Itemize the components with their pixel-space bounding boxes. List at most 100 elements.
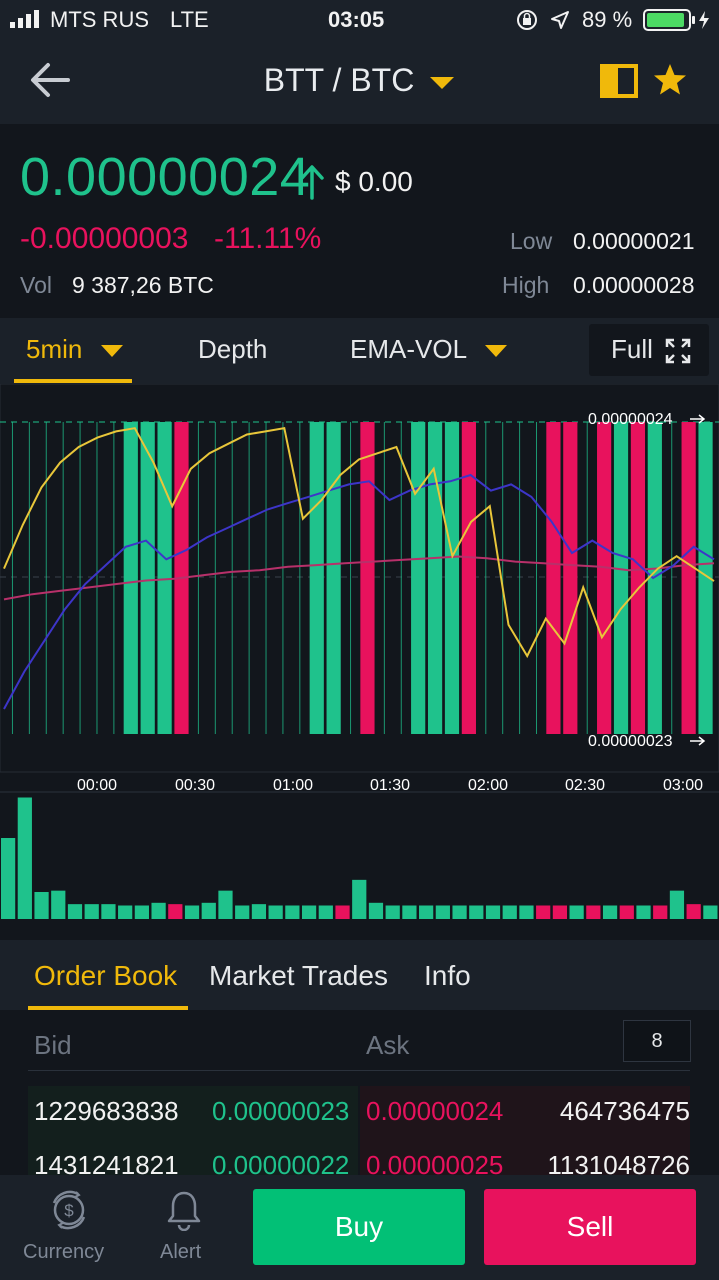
- volume-bar: [84, 904, 99, 919]
- carrier-name: MTS RUS: [50, 7, 149, 32]
- last-price: 0.00000024: [20, 147, 311, 207]
- nav-currency[interactable]: $ Currency: [18, 1175, 122, 1280]
- volume-bar: [101, 904, 116, 919]
- interval-label: 5min: [26, 334, 83, 364]
- candle-up: [140, 422, 155, 734]
- volume-bar: [51, 890, 66, 919]
- price-min-arrow-icon: [690, 736, 706, 746]
- order-row[interactable]: 1229683838 0.00000023 0.00000024 4647364…: [0, 1096, 719, 1136]
- volume-bar: [452, 905, 467, 919]
- bid-amount: 1229683838: [34, 1096, 179, 1126]
- tab-depth[interactable]: Depth: [198, 334, 268, 364]
- bid-price: 0.00000023: [212, 1096, 350, 1126]
- volume-bar: [368, 902, 384, 919]
- time-tick-label: 02:30: [565, 777, 605, 794]
- svg-text:$: $: [64, 1201, 74, 1220]
- high-value: 0.00000028: [573, 272, 695, 298]
- tab-market-trades[interactable]: Market Trades: [209, 960, 388, 991]
- price-min-label: 0.00000023: [588, 733, 673, 750]
- candle-up: [444, 422, 460, 734]
- change-percent: -11.11%: [214, 222, 322, 255]
- time-tick-label: 01:00: [273, 777, 313, 794]
- ema-slow-line: [3, 555, 715, 601]
- volume-bar: [653, 905, 668, 919]
- volume-bar: [251, 904, 267, 919]
- interval-selector[interactable]: 5min: [14, 318, 132, 384]
- volume-bar: [419, 905, 434, 919]
- candle-down: [597, 422, 612, 734]
- candle-up: [326, 422, 341, 734]
- time-tick-label: 00:30: [175, 777, 215, 794]
- price-fiat: $ 0.00: [335, 166, 413, 197]
- pair-title: BTT / BTC: [263, 62, 415, 98]
- buy-button[interactable]: Buy: [253, 1189, 465, 1265]
- volume-bar: [218, 890, 233, 919]
- sell-button[interactable]: Sell: [484, 1189, 696, 1265]
- time-tick-label: 03:00: [663, 777, 703, 794]
- fullscreen-button[interactable]: Full: [589, 324, 709, 376]
- volume-bar: [502, 905, 517, 919]
- nav-alert[interactable]: Alert: [150, 1175, 220, 1280]
- volume-bar: [34, 892, 49, 919]
- volume-bar: [619, 905, 634, 919]
- order-row[interactable]: 1431241821 0.00000022 0.00000025 1131048…: [0, 1150, 719, 1175]
- ema-fast-line: [3, 427, 715, 659]
- candle-down: [461, 422, 476, 734]
- kline-chart[interactable]: 0.00000024 0.00000023 00:00 00:30 01:00 01:…: [0, 383, 719, 940]
- depth-value: 8: [651, 1030, 663, 1052]
- volume-bar: [602, 905, 618, 919]
- candle-up: [157, 422, 172, 734]
- volume-bar: [67, 904, 83, 919]
- ask-price: 0.00000025: [366, 1150, 504, 1175]
- volume-bar: [552, 905, 568, 919]
- candle-up: [427, 422, 443, 734]
- order-tabs: Order Book Market Trades Info: [0, 940, 719, 1010]
- bid-depth-bg: [28, 1086, 358, 1175]
- ask-price: 0.00000024: [366, 1096, 504, 1126]
- ticker-panel: 0.00000024 $ 0.00 -0.00000003 -11.11% Lo…: [0, 124, 719, 316]
- volume-bar: [235, 905, 250, 919]
- currency-icon: $: [52, 1190, 86, 1230]
- volume-bar: [318, 905, 333, 919]
- volume-bar: [703, 905, 718, 919]
- clock: 03:05: [328, 7, 385, 32]
- ema-mid-line: [3, 473, 715, 710]
- tab-order-book[interactable]: Order Book: [34, 960, 178, 991]
- alert-label: Alert: [160, 1241, 202, 1263]
- volume-bar: [352, 879, 367, 919]
- volume-bar: [118, 905, 133, 919]
- bottom-nav: $ Currency Alert Buy Sell: [0, 1175, 719, 1280]
- compare-layout-icon[interactable]: [600, 64, 638, 98]
- candle-down: [563, 422, 578, 734]
- volume-bar: [301, 905, 317, 919]
- volume-bar: [519, 905, 534, 919]
- ask-amount: 464736475: [559, 1096, 690, 1126]
- active-tab-indicator: [28, 1006, 188, 1010]
- candle-up: [123, 422, 138, 734]
- indicator-selector[interactable]: EMA-VOL: [348, 318, 518, 384]
- up-arrow-icon: [300, 165, 324, 200]
- candle-down: [681, 422, 696, 734]
- caret-down-icon: [485, 345, 507, 357]
- time-tick-label: 01:30: [370, 777, 410, 794]
- favorite-star-icon[interactable]: [652, 62, 688, 98]
- bid-amount: 1431241821: [34, 1150, 179, 1175]
- time-tick-label: 02:00: [468, 777, 508, 794]
- chart-toolbar: 5min Depth EMA-VOL Full: [0, 318, 719, 384]
- volume-bar: [402, 905, 417, 919]
- volume-bar: [569, 905, 584, 919]
- candles-layer: [11, 422, 713, 734]
- battery-percent: 89 %: [582, 7, 633, 32]
- active-tab-indicator: [14, 379, 132, 383]
- back-arrow-icon[interactable]: [28, 62, 70, 98]
- depth-selector[interactable]: 8: [623, 1020, 691, 1062]
- volume-bar: [385, 905, 400, 919]
- caret-down-icon: [101, 345, 123, 357]
- location-icon: [551, 11, 569, 29]
- pair-selector[interactable]: BTT / BTC: [0, 62, 719, 99]
- candle-down: [546, 422, 561, 734]
- signal-icon: [10, 10, 39, 28]
- candle-down: [360, 422, 375, 734]
- chart-frame: [0, 383, 719, 773]
- tab-info[interactable]: Info: [424, 960, 471, 991]
